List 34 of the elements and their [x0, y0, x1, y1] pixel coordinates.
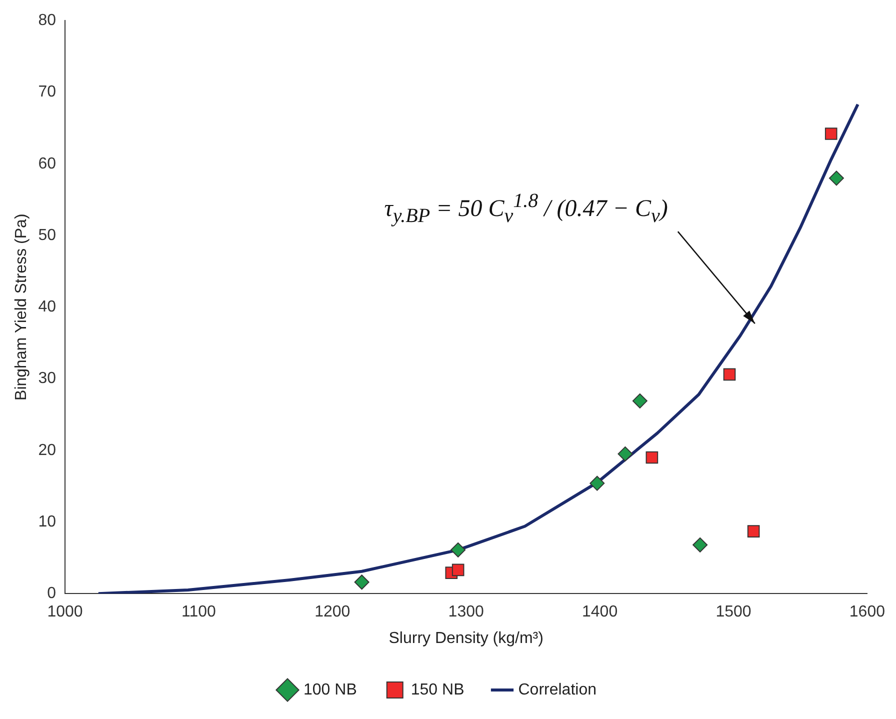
x-tick-label: 1500: [716, 604, 752, 621]
x-axis-title: Slurry Density (kg/m³): [388, 630, 544, 647]
point: [632, 393, 648, 408]
y-tick-label: 0: [47, 585, 56, 602]
y-tick-label: 20: [38, 442, 56, 459]
point: [452, 564, 464, 576]
x-tick-label: 1100: [181, 604, 216, 621]
point: [590, 476, 605, 491]
y-tick-label: 30: [38, 370, 56, 388]
point: [828, 170, 844, 186]
y-axis-title: Bingham Yield Stress (Pa): [13, 214, 30, 400]
y-tick-label: 70: [38, 84, 56, 101]
x-tick-label: 1400: [582, 604, 618, 621]
point: [723, 368, 736, 381]
point: [692, 537, 708, 552]
legend-label: Correlation: [518, 681, 597, 698]
point: [646, 451, 658, 464]
point: [747, 525, 760, 538]
x-tick-label: 1600: [849, 604, 886, 621]
legend-label: 100 NB: [304, 681, 357, 698]
y-tick-label: 40: [38, 298, 56, 316]
x-tick-label: 1300: [448, 604, 484, 621]
point: [354, 574, 370, 590]
y-tick-label: 60: [38, 155, 56, 172]
x-tick-label: 1000: [47, 604, 83, 621]
point: [450, 542, 466, 558]
point: [824, 128, 838, 140]
y-tick-label: 50: [38, 226, 56, 244]
y-tick-label: 80: [38, 12, 56, 30]
point: [618, 446, 633, 462]
y-tick-label: 10: [38, 513, 56, 530]
annotation: τ$_{y.BP}$ = 50 C$_{v}$$^{1.8}$ / (0.47 − C$_{v}$): [384, 190, 668, 228]
x-tick-label: 1200: [314, 604, 350, 621]
legend-label: 150 NB: [410, 681, 464, 698]
